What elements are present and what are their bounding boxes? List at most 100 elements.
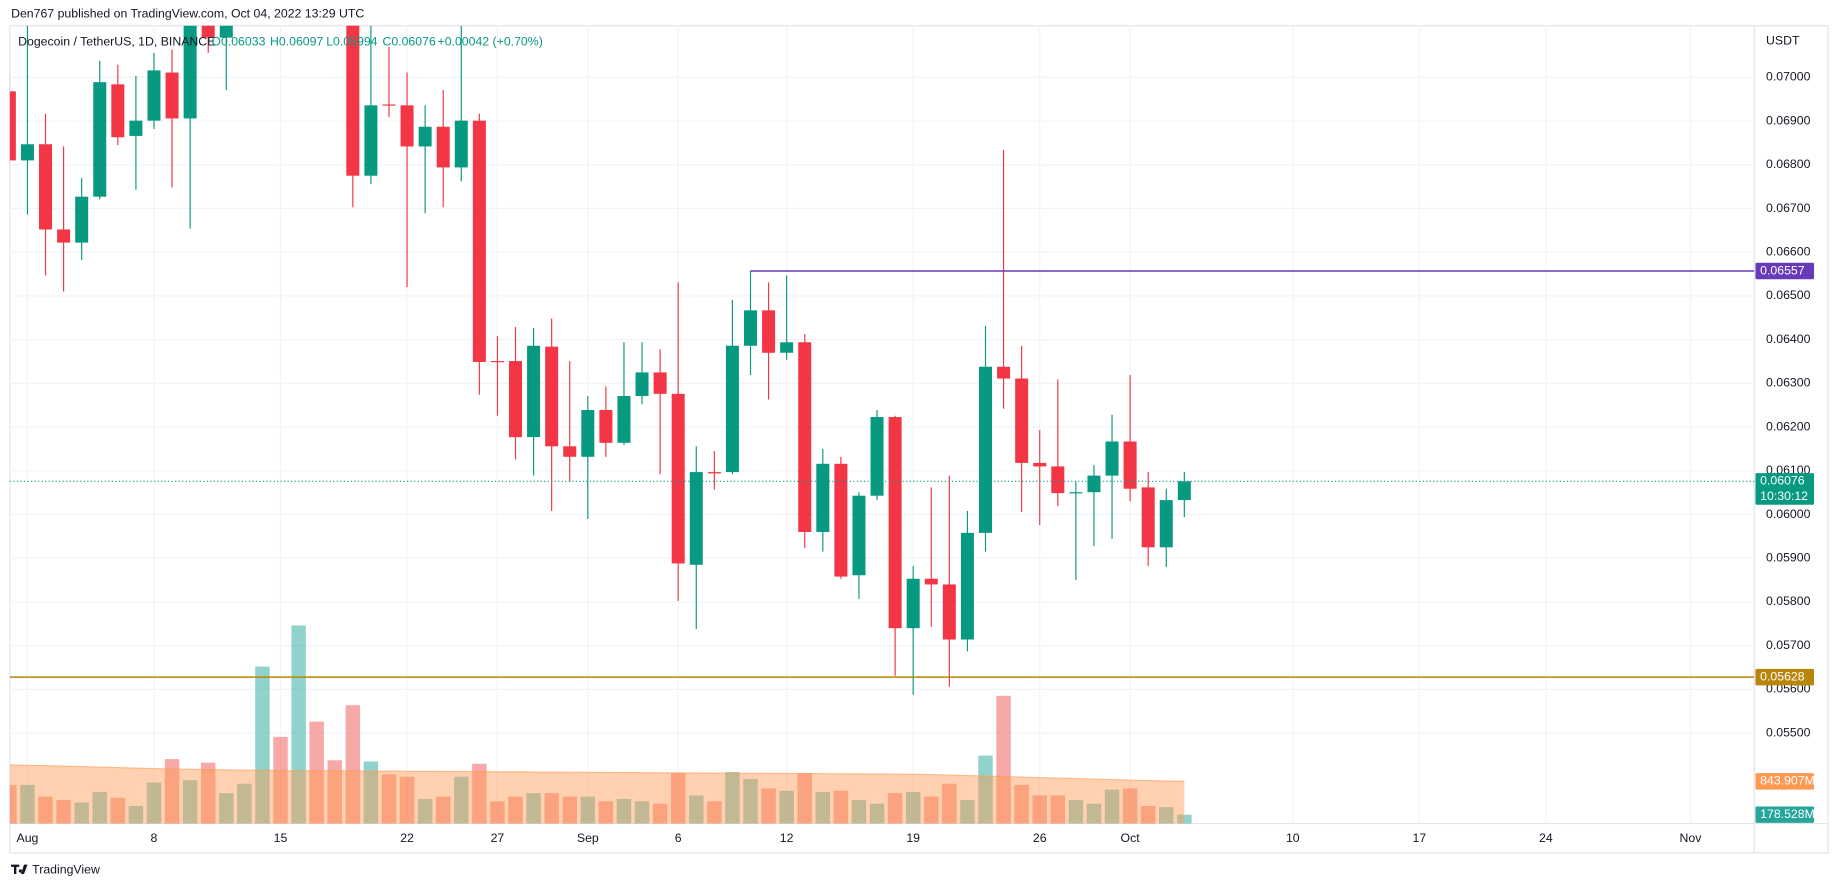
candle-body — [689, 472, 703, 565]
volume-bar — [851, 800, 867, 824]
candle-body — [75, 196, 89, 243]
candle-body — [635, 372, 649, 397]
volume-bar — [472, 763, 487, 824]
volume-bar — [1068, 800, 1084, 824]
candle-body — [599, 410, 613, 443]
candle-body — [997, 366, 1011, 379]
y-tick-label: 0.05800 — [1766, 594, 1811, 608]
price-line-box — [1755, 668, 1815, 686]
candle-body — [816, 463, 830, 532]
volume-ma-box — [1755, 773, 1815, 790]
volume-bar — [869, 803, 885, 824]
candle-body — [942, 584, 956, 640]
volume-ma-area — [9, 764, 1185, 824]
volume-bar — [200, 762, 216, 824]
logo-text: TradingView — [32, 863, 100, 877]
volume-bar — [797, 773, 812, 824]
legend-close: C0.06076 — [382, 34, 435, 48]
volume-bar — [381, 774, 397, 824]
volume-bar — [779, 790, 794, 824]
volume-bar — [20, 784, 35, 824]
volume-bar — [670, 773, 686, 824]
y-tick-label: 0.05900 — [1766, 550, 1811, 564]
candle-body — [418, 126, 432, 147]
price-line-label: 0.06557 — [1760, 263, 1805, 277]
x-tick-label: Nov — [1680, 831, 1703, 845]
volume-bar — [110, 797, 126, 824]
candle-body — [671, 393, 685, 564]
price-line-box — [1755, 262, 1815, 280]
candle-body — [762, 310, 776, 353]
legend-high: H0.06097 — [270, 34, 323, 48]
y-tick-label: 0.05500 — [1766, 725, 1811, 739]
logo-icon — [11, 864, 28, 874]
volume-bar — [273, 736, 288, 824]
candle-body — [852, 495, 866, 576]
volume-bar — [743, 779, 758, 824]
volume-bar — [74, 802, 89, 824]
x-tick-label: 6 — [675, 831, 682, 845]
y-tick-label: 0.06500 — [1766, 288, 1811, 302]
price-line-label: 0.05628 — [1760, 669, 1805, 683]
candle-body — [527, 345, 541, 438]
y-tick-label: 0.06600 — [1766, 244, 1811, 258]
axes: 0.055000.056000.057000.058000.059000.060… — [17, 70, 1815, 845]
volume-bar — [616, 798, 632, 824]
candle-body — [743, 310, 758, 346]
legend-change: +0.00042 (+0.70%) — [438, 34, 543, 48]
volume-bar — [526, 793, 541, 824]
volume-bar — [327, 760, 342, 824]
candle-body — [39, 144, 53, 230]
candle-body — [454, 120, 468, 168]
logo[interactable]: TradingView — [11, 863, 100, 877]
volume-bar — [417, 798, 433, 824]
volume-bar — [1140, 805, 1156, 824]
volume-bar — [255, 666, 270, 824]
y-tick-label: 0.05700 — [1766, 638, 1811, 652]
volume-bar — [146, 782, 162, 824]
candle-body — [9, 91, 16, 161]
candle-body — [1051, 466, 1065, 494]
volume-bar — [580, 796, 596, 824]
candle-body — [219, 25, 233, 38]
candle-body — [581, 410, 595, 457]
plot-area — [9, 25, 1755, 824]
legend-open: O0.06033 — [211, 34, 265, 48]
candle-body — [978, 366, 993, 533]
candle-body — [960, 532, 974, 640]
candle-body — [1087, 475, 1101, 493]
x-tick-label: 19 — [906, 831, 920, 845]
x-tick-label: Aug — [17, 831, 39, 845]
volume-bar — [1159, 807, 1174, 824]
volume-bar — [291, 625, 306, 824]
candle-body — [1033, 462, 1047, 467]
candle-body — [725, 345, 739, 473]
candle-body — [1141, 487, 1155, 548]
candle-body — [545, 346, 559, 447]
candle-body — [147, 70, 161, 121]
candle-body — [129, 120, 143, 136]
volume-bar — [707, 801, 722, 824]
volume-bar — [1122, 788, 1138, 824]
volume-bar — [924, 796, 939, 824]
volume-bar — [562, 796, 577, 824]
volume-bar — [960, 800, 975, 824]
last-price-label: 0.06076 — [1760, 474, 1805, 488]
candle-body — [57, 229, 71, 243]
candle-body — [1123, 441, 1137, 489]
publisher: Den767 published on TradingView.com, Oct… — [11, 6, 364, 20]
legend-low: L0.05994 — [326, 34, 377, 48]
pane-frame — [9, 25, 1829, 854]
volume-box — [1755, 806, 1815, 823]
candle-body — [1177, 481, 1191, 501]
volume-bar — [1032, 795, 1047, 824]
candle-body — [798, 342, 812, 532]
candle-body — [563, 446, 577, 457]
volume-bar — [164, 759, 180, 824]
last-price-box — [1755, 473, 1815, 505]
y-tick-label: 0.06800 — [1766, 157, 1811, 171]
volume-bar — [454, 776, 469, 824]
candle-body — [780, 342, 794, 353]
